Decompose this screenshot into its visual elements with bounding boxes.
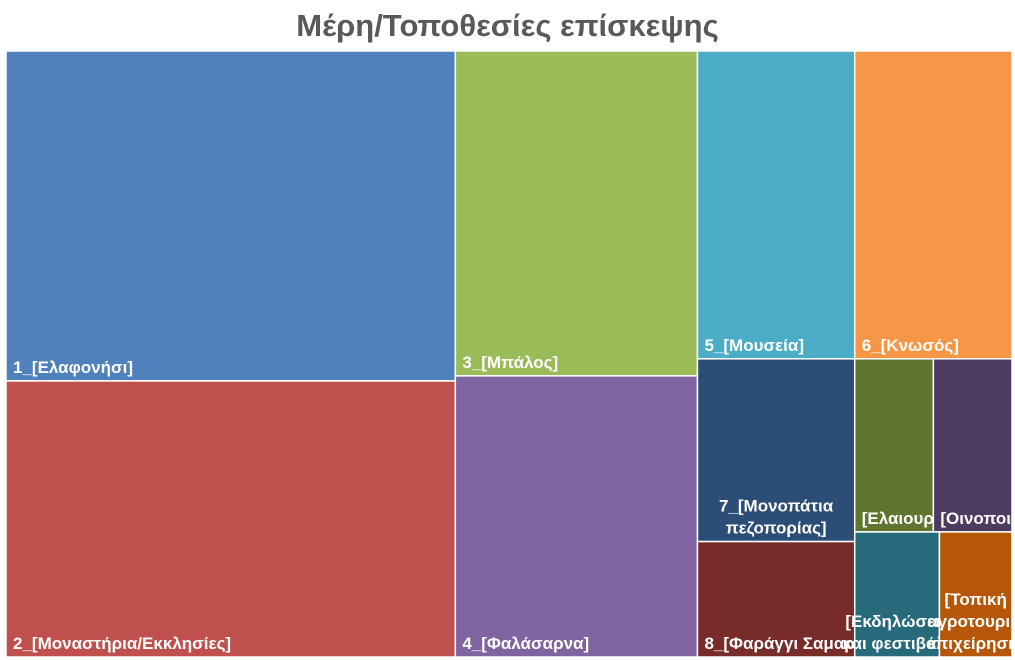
tile-label-1: 1_[Ελαφονήσι] [13,358,133,377]
tile-label-11: [Εκδηλώσεις και φεστιβάλ] [843,612,952,653]
tile-label-10: [Οινοποιείο] [940,509,1015,528]
tile-label-2: 2_[Μοναστήρια/Εκκλησίες] [13,634,231,653]
tile-2: 2_[Μοναστήρια/Εκκλησίες] [5,380,457,658]
tile-rect-9 [853,358,935,533]
tile-label-7: 7_[Μονοπάτια πεζοπορίας] [719,497,834,538]
tile-10: [Οινοποιείο] [932,358,1015,533]
tile-label-12: [Τοπική αγροτουρι... επιχείρηση] [927,590,1015,653]
tile-6: 6_[Κνωσός] [853,50,1013,360]
chart-title: Μέρη/Τοποθεσίες επίσκεψης [296,8,719,43]
tile-4: 4_[Φαλάσαρνα] [454,375,699,658]
tile-rect-3 [454,50,699,377]
tile-12: [Τοπική αγροτουρι... επιχείρηση] [927,531,1015,658]
tile-8: 8_[Φαράγγι Σαμαριάς] [696,540,884,658]
tile-7: 7_[Μονοπάτια πεζοπορίας] [696,358,856,543]
tile-5: 5_[Μουσεία] [696,50,856,360]
tile-rect-1 [5,50,457,382]
tile-3: 3_[Μπάλος] [454,50,699,377]
tile-rect-4 [454,375,699,658]
tile-rect-10 [932,358,1013,533]
tile-rect-2 [5,380,457,658]
tile-rect-12 [938,531,1013,658]
tile-rect-6 [853,50,1013,360]
tile-rect-5 [696,50,856,360]
tile-label-6: 6_[Κνωσός] [862,336,959,355]
tile-11: [Εκδηλώσεις και φεστιβάλ] [843,531,952,658]
tile-label-3: 3_[Μπάλος] [462,353,558,372]
tile-rect-8 [696,540,856,658]
tile-label-8: 8_[Φαράγγι Σαμαριάς] [704,634,884,653]
tile-label-5: 5_[Μουσεία] [704,336,804,355]
tile-rect-7 [696,358,856,543]
tile-label-4: 4_[Φαλάσαρνα] [462,634,589,653]
tile-rect-11 [853,531,941,658]
tile-1: 1_[Ελαφονήσι] [5,50,457,382]
